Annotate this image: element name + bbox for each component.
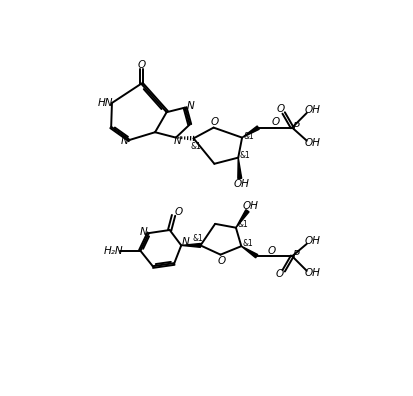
Text: O: O	[137, 60, 145, 70]
Text: O: O	[217, 256, 225, 266]
Text: OH: OH	[242, 201, 259, 211]
Text: O: O	[276, 269, 284, 279]
Text: &1: &1	[190, 142, 201, 150]
Text: H₂N: H₂N	[104, 246, 123, 256]
Text: OH: OH	[305, 268, 321, 278]
Text: N: N	[181, 237, 189, 248]
Text: P: P	[292, 250, 299, 261]
Text: N: N	[140, 227, 147, 236]
Text: OH: OH	[305, 138, 321, 148]
Text: OH: OH	[305, 236, 321, 246]
Text: N: N	[187, 101, 195, 111]
Text: &1: &1	[240, 151, 251, 160]
Text: O: O	[272, 117, 280, 127]
Text: N: N	[121, 136, 128, 146]
Text: &1: &1	[237, 220, 248, 229]
Text: O: O	[277, 104, 285, 114]
Text: OH: OH	[233, 179, 249, 189]
Text: O: O	[174, 207, 182, 217]
Text: &1: &1	[243, 239, 254, 248]
Text: P: P	[292, 122, 299, 132]
Text: &1: &1	[193, 234, 204, 243]
Text: HN: HN	[98, 98, 114, 108]
Text: O: O	[268, 246, 276, 256]
Text: &1: &1	[244, 131, 254, 141]
Text: OH: OH	[305, 105, 321, 115]
Polygon shape	[236, 209, 249, 228]
Text: N: N	[173, 136, 181, 146]
Polygon shape	[242, 126, 259, 137]
Polygon shape	[181, 244, 200, 248]
Polygon shape	[238, 158, 242, 179]
Polygon shape	[241, 246, 258, 258]
Text: O: O	[210, 117, 218, 127]
